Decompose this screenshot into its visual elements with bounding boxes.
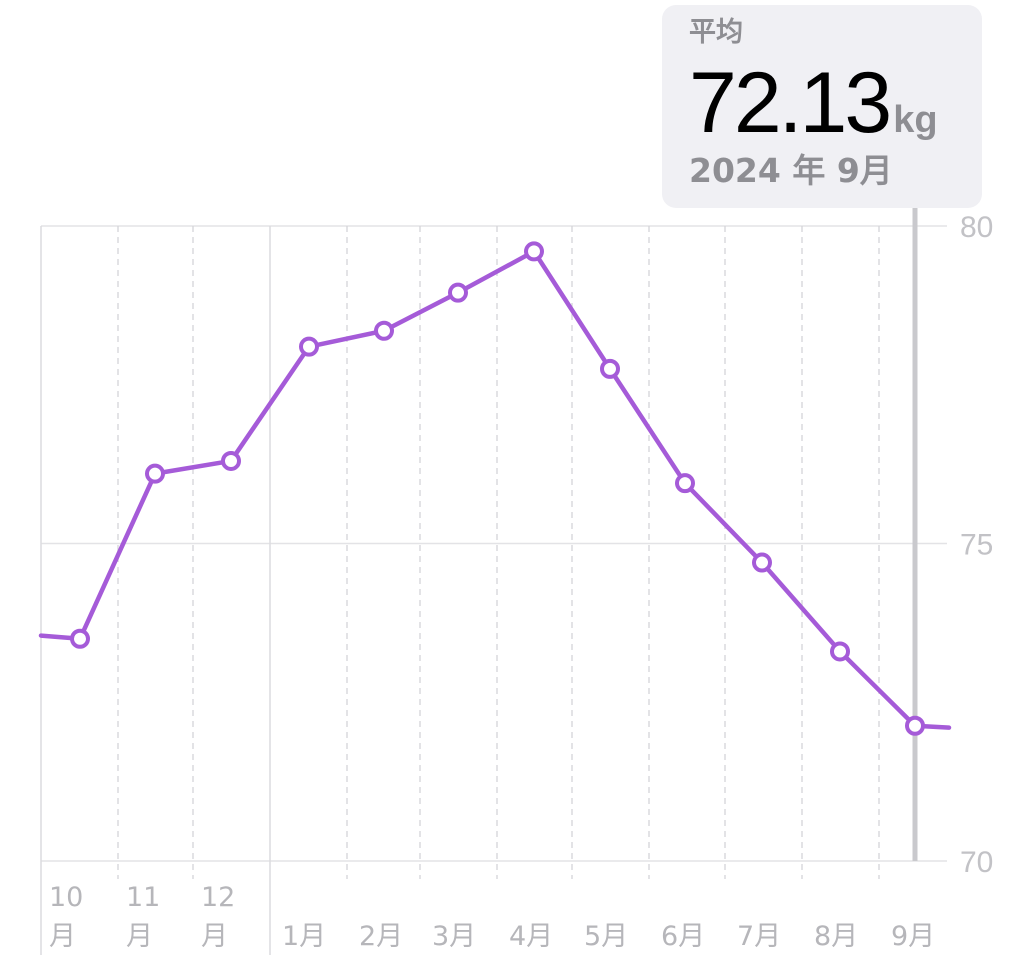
x-tick-label: 12 [201, 882, 235, 913]
average-value-row: 72.13 kg [689, 57, 982, 149]
data-point [905, 715, 925, 736]
data-point [675, 473, 695, 494]
x-tick-label: 2月 [359, 921, 403, 952]
data-point [374, 320, 394, 341]
data-point [600, 358, 620, 379]
data-point [752, 552, 772, 573]
average-unit: kg [893, 99, 938, 141]
data-point [830, 641, 850, 662]
data-point [299, 336, 319, 357]
x-tick-label: 月 [201, 921, 228, 952]
average-tooltip: 平均 72.13 kg 2024 年 9月 [662, 5, 982, 208]
average-label: 平均 [689, 17, 743, 48]
x-tick-label: 1月 [282, 921, 326, 952]
x-tick-label: 10 [49, 882, 83, 913]
x-tick-label: 9月 [891, 921, 935, 952]
y-tick-label: 70 [960, 846, 993, 879]
data-point [524, 241, 544, 262]
x-tick-label: 8月 [814, 921, 858, 952]
data-point [145, 463, 165, 484]
x-tick-label: 月 [49, 921, 76, 952]
y-tick-label: 80 [960, 211, 993, 244]
x-tick-label: 3月 [432, 921, 476, 952]
x-tick-label: 11 [126, 882, 160, 913]
data-point [448, 282, 468, 303]
x-tick-label: 月 [126, 921, 153, 952]
x-tick-label: 6月 [661, 921, 705, 952]
average-date: 2024 年 9月 [689, 151, 893, 190]
data-point [221, 450, 241, 471]
data-point [70, 628, 90, 649]
series-line [38, 249, 952, 730]
x-tick-label: 7月 [737, 921, 781, 952]
x-tick-label: 5月 [584, 921, 628, 952]
x-tick-label: 4月 [509, 921, 553, 952]
average-value: 72.13 [689, 55, 892, 151]
y-tick-label: 75 [960, 529, 993, 562]
